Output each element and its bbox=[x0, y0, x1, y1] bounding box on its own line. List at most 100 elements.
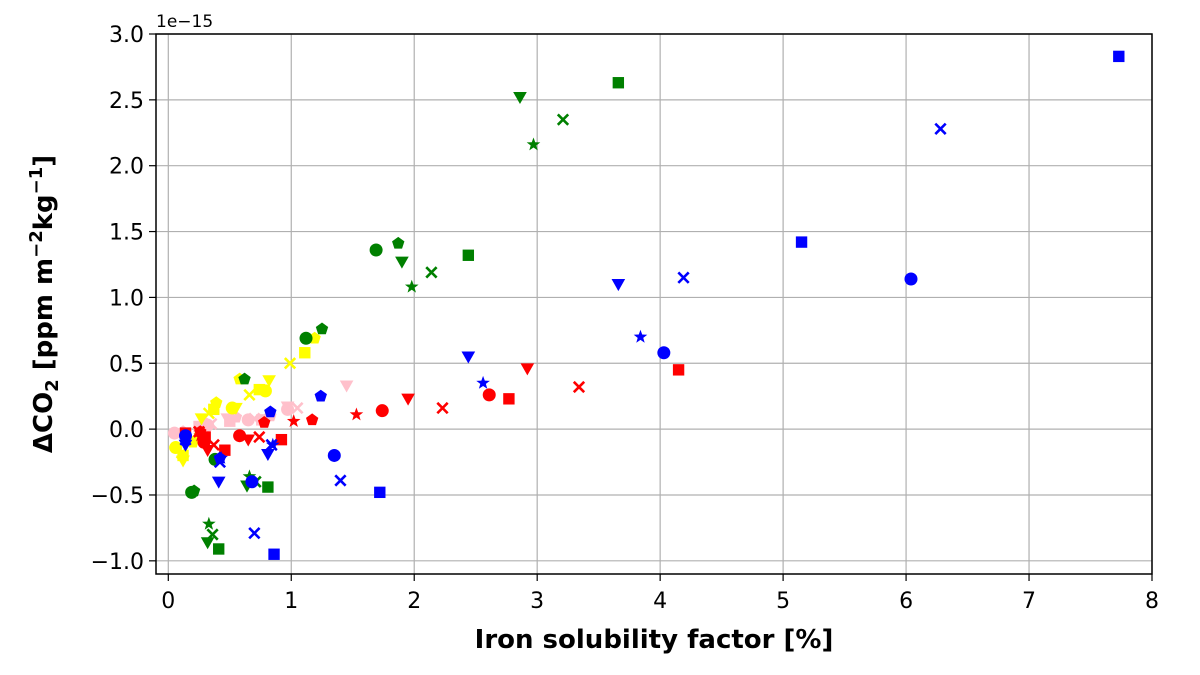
data-point-triangle-down bbox=[178, 439, 193, 452]
data-point-x bbox=[436, 401, 449, 415]
x-tick-label: 8 bbox=[1145, 589, 1159, 614]
data-point-triangle-down bbox=[401, 393, 415, 406]
data-point-x bbox=[291, 401, 304, 415]
y-axis-title-part: −1 bbox=[26, 167, 47, 195]
data-point-circle bbox=[904, 272, 918, 286]
data-point-circle bbox=[225, 401, 239, 415]
data-point-pentagon bbox=[213, 451, 227, 464]
y-tick-label: 1.0 bbox=[109, 286, 144, 311]
data-point-circle bbox=[369, 243, 383, 257]
data-point-x bbox=[934, 122, 947, 135]
data-point-pentagon bbox=[315, 322, 329, 335]
data-point-x bbox=[243, 388, 256, 401]
data-point-triangle-down bbox=[200, 537, 215, 550]
data-point-square bbox=[262, 481, 274, 493]
data-point-circle bbox=[482, 388, 496, 402]
data-point-circle bbox=[281, 402, 295, 416]
data-point-star bbox=[476, 375, 490, 389]
data-point-pentagon bbox=[392, 236, 405, 249]
data-point-pentagon bbox=[194, 425, 207, 438]
data-point-pentagon bbox=[314, 389, 327, 402]
data-point-star bbox=[526, 137, 541, 151]
data-point-circle bbox=[179, 429, 193, 443]
data-point-square bbox=[213, 543, 225, 555]
x-tick-label: 0 bbox=[161, 589, 175, 614]
data-point-circle bbox=[258, 384, 272, 398]
data-point-circle bbox=[299, 331, 313, 345]
y-tick-label: 2.0 bbox=[109, 155, 144, 180]
x-tick-label: 1 bbox=[284, 589, 298, 614]
data-point-x bbox=[556, 113, 570, 126]
data-point-star bbox=[202, 516, 216, 530]
data-point-x bbox=[425, 266, 438, 279]
data-point-star bbox=[633, 329, 648, 343]
data-point-circle bbox=[197, 435, 211, 449]
data-point-square bbox=[268, 548, 280, 560]
data-point-circle bbox=[657, 346, 671, 360]
data-point-triangle-down bbox=[520, 363, 535, 376]
y-offset-label: 1e−15 bbox=[156, 12, 213, 32]
y-axis-title-part: 2 bbox=[42, 379, 63, 392]
data-point-circle bbox=[241, 413, 255, 427]
data-point-square bbox=[374, 486, 386, 499]
y-tick-label: 2.5 bbox=[109, 89, 144, 114]
data-point-square bbox=[503, 393, 515, 405]
x-axis-title: Iron solubility factor [%] bbox=[475, 625, 834, 655]
data-point-triangle-down bbox=[262, 375, 276, 388]
data-point-x bbox=[206, 528, 219, 541]
data-point-circle bbox=[169, 441, 183, 455]
data-point-star bbox=[404, 279, 419, 293]
data-point-square bbox=[275, 433, 288, 446]
data-point-x bbox=[248, 527, 261, 540]
y-tick-label: 1.5 bbox=[109, 221, 144, 246]
data-points bbox=[167, 50, 1125, 560]
data-point-circle bbox=[327, 448, 341, 462]
data-point-square bbox=[1113, 50, 1125, 63]
y-axis-title-part: ΔCO bbox=[29, 392, 59, 453]
x-tick-label: 7 bbox=[1022, 589, 1036, 614]
x-tick-label: 5 bbox=[776, 589, 790, 614]
data-point-circle bbox=[375, 404, 389, 418]
data-point-pentagon bbox=[238, 372, 251, 385]
x-tick-label: 2 bbox=[407, 589, 421, 614]
data-point-triangle-down bbox=[513, 92, 527, 105]
data-point-square bbox=[795, 236, 808, 248]
data-point-triangle-down bbox=[461, 351, 476, 364]
data-point-star bbox=[266, 437, 280, 451]
data-point-triangle-down bbox=[176, 455, 190, 468]
data-point-circle bbox=[233, 429, 247, 443]
plot-frame bbox=[155, 33, 1153, 575]
y-tick-label: 0.0 bbox=[109, 418, 144, 443]
y-axis-title-part: kg bbox=[29, 194, 59, 230]
axis-ticks: 0 1 2 3 4 5 6 7 8 −1.0 −0.5 0.0 0.5 1.0 1.5 2.0 2.5 3.0 bbox=[91, 23, 1159, 614]
y-tick-label: −1.0 bbox=[91, 550, 144, 575]
y-axis-title-part: −2 bbox=[26, 230, 47, 258]
data-point-triangle-down bbox=[261, 448, 275, 461]
data-point-triangle-down bbox=[395, 256, 409, 269]
x-tick-label: 3 bbox=[530, 589, 544, 614]
data-point-pentagon bbox=[264, 405, 277, 418]
x-tick-label: 6 bbox=[899, 589, 913, 614]
data-point-pentagon bbox=[305, 413, 319, 426]
data-point-square bbox=[672, 364, 685, 376]
data-point-pentagon bbox=[210, 396, 223, 409]
data-point-square bbox=[219, 444, 231, 456]
data-point-triangle-down bbox=[194, 413, 209, 426]
x-tick-label: 4 bbox=[653, 589, 667, 614]
data-point-x bbox=[572, 380, 586, 394]
y-axis-title: ΔCO2 [ppm m−2kg−1] bbox=[26, 155, 63, 453]
data-point-pentagon bbox=[187, 484, 201, 497]
data-point-square bbox=[224, 415, 236, 427]
data-point-star bbox=[286, 414, 301, 428]
y-axis-title-part: [ppm m bbox=[29, 258, 59, 379]
data-point-square bbox=[299, 347, 311, 359]
data-point-triangle-down bbox=[339, 380, 354, 393]
data-point-x bbox=[283, 357, 297, 370]
y-tick-label: −0.5 bbox=[91, 484, 144, 509]
data-point-x bbox=[334, 474, 347, 487]
data-point-triangle-down bbox=[211, 476, 226, 489]
data-point-x bbox=[253, 430, 266, 444]
data-point-pentagon bbox=[258, 416, 271, 428]
